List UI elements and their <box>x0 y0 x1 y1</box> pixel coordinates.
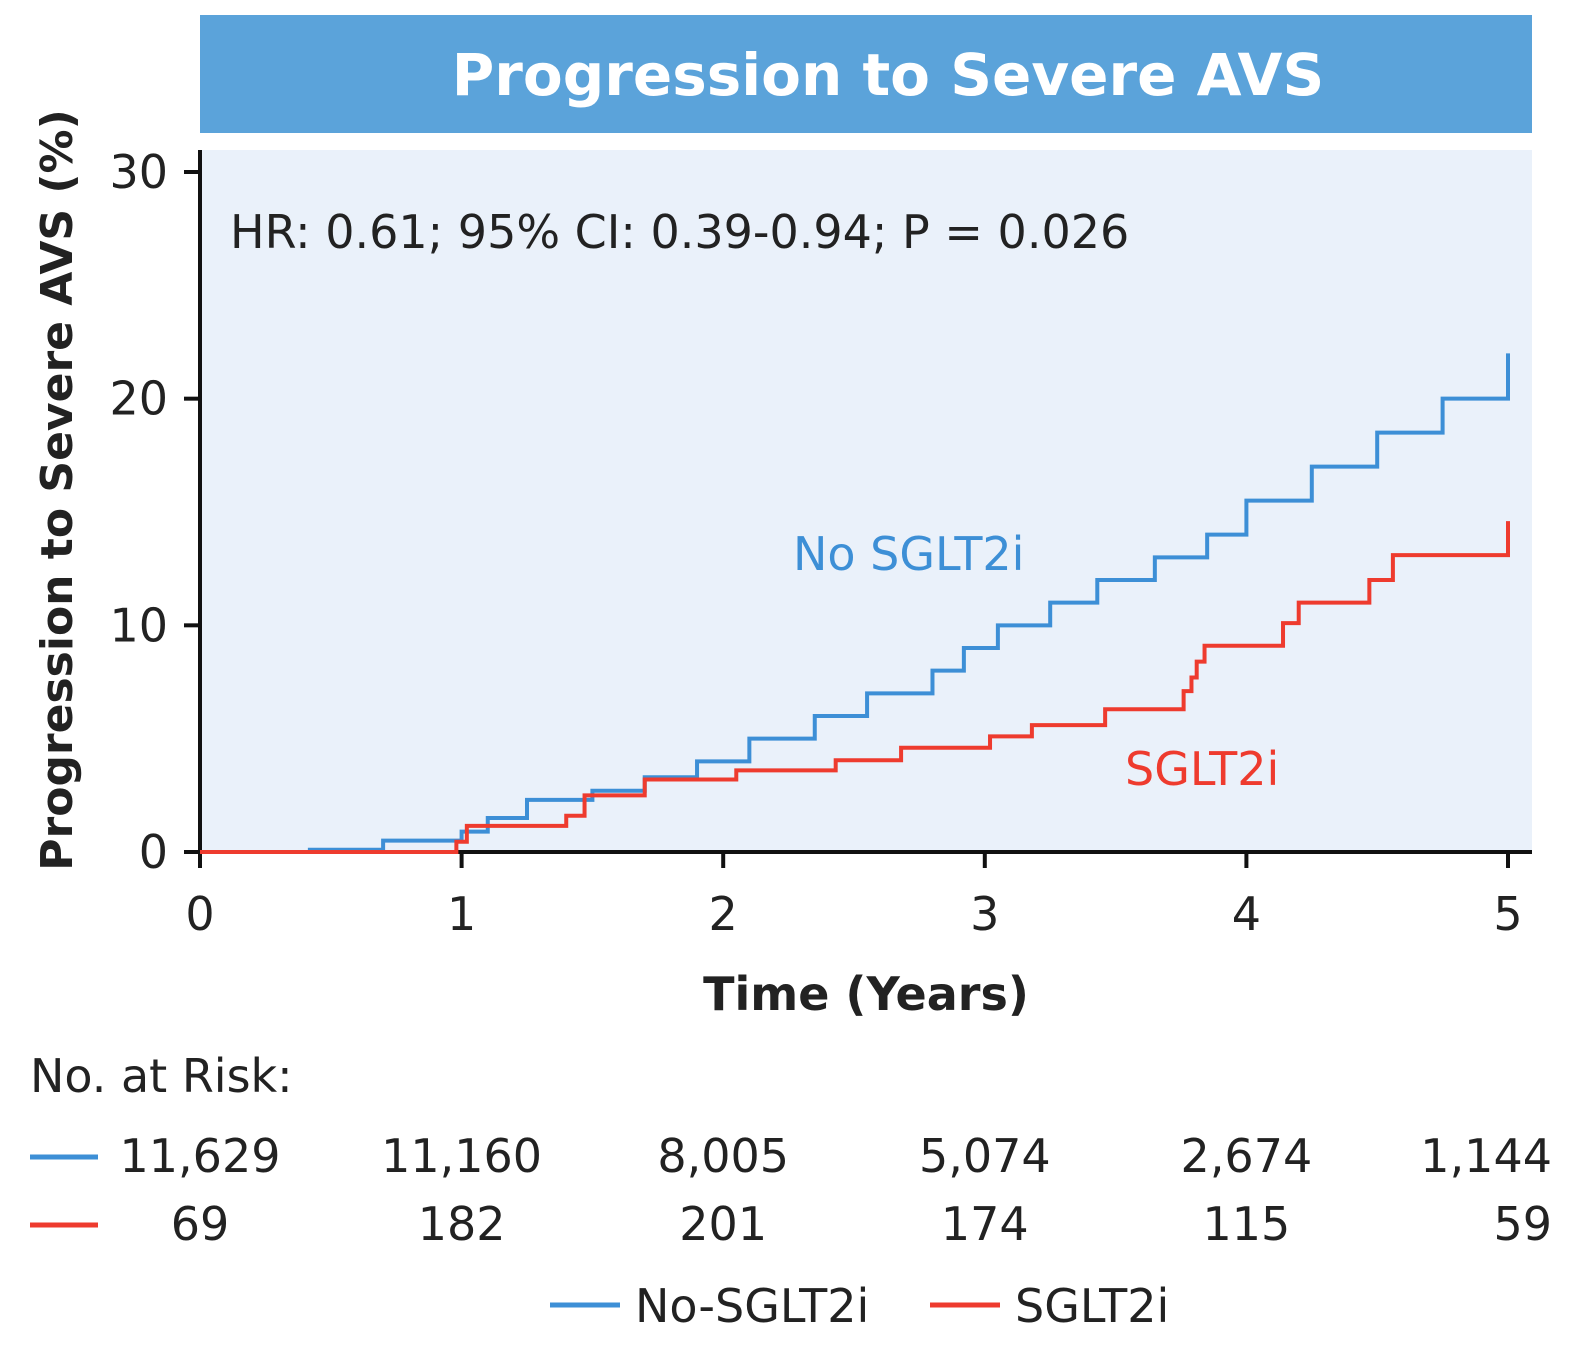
at-risk-value: 8,005 <box>657 1129 789 1183</box>
at-risk-value: 2,674 <box>1181 1129 1313 1183</box>
title-bar <box>200 15 1532 133</box>
series-line-sglt2i <box>200 521 1510 854</box>
at-risk-value: 201 <box>679 1197 767 1251</box>
x-tick-label: 3 <box>970 887 999 941</box>
y-tick-label: 20 <box>109 372 168 426</box>
at-risk-value: 11,160 <box>381 1129 542 1183</box>
at-risk-value: 174 <box>941 1197 1029 1251</box>
series-line-no-sglt2i <box>200 353 1510 854</box>
at-risk-value: 69 <box>171 1197 230 1251</box>
series-label-no-sglt2i: No SGLT2i <box>793 527 1024 581</box>
at-risk-value: 11,629 <box>120 1129 281 1183</box>
x-tick-label: 2 <box>709 887 738 941</box>
at-risk-value: 5,074 <box>919 1129 1051 1183</box>
series-label-sglt2i: SGLT2i <box>1125 742 1279 796</box>
legend-label-no-sglt2i: No-SGLT2i <box>635 1279 869 1333</box>
y-tick-label: 10 <box>109 598 168 652</box>
at-risk-value: 115 <box>1202 1197 1290 1251</box>
y-axis-label: Progression to Severe AVS (%) <box>32 109 83 870</box>
x-tick-label: 1 <box>447 887 476 941</box>
x-axis-label: Time (Years) <box>703 967 1029 1021</box>
y-tick-label: 0 <box>139 825 168 879</box>
at-risk-value: 1,144 <box>1420 1129 1552 1183</box>
x-tick-label: 5 <box>1493 887 1522 941</box>
legend-label-sglt2i: SGLT2i <box>1015 1279 1169 1333</box>
at-risk-label: No. at Risk: <box>30 1049 293 1103</box>
at-risk-value: 59 <box>1493 1197 1552 1251</box>
chart-title: Progression to Severe AVS <box>452 41 1324 109</box>
hr-annotation: HR: 0.61; 95% CI: 0.39-0.94; P = 0.026 <box>230 205 1129 259</box>
x-tick-label: 4 <box>1232 887 1261 941</box>
at-risk-value: 182 <box>418 1197 506 1251</box>
y-tick-label: 30 <box>109 145 168 199</box>
x-tick-label: 0 <box>185 887 214 941</box>
